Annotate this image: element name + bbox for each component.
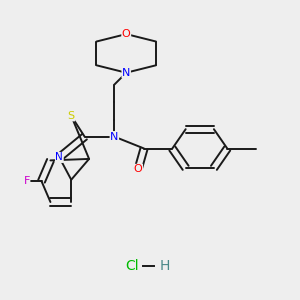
Text: N: N [122, 68, 130, 78]
Text: F: F [23, 176, 30, 186]
Text: O: O [134, 164, 142, 174]
Text: H: H [160, 259, 170, 273]
Text: Cl: Cl [125, 259, 139, 273]
Text: N: N [56, 152, 63, 162]
Text: S: S [68, 111, 75, 121]
Text: O: O [122, 29, 130, 39]
Text: N: N [110, 132, 118, 142]
